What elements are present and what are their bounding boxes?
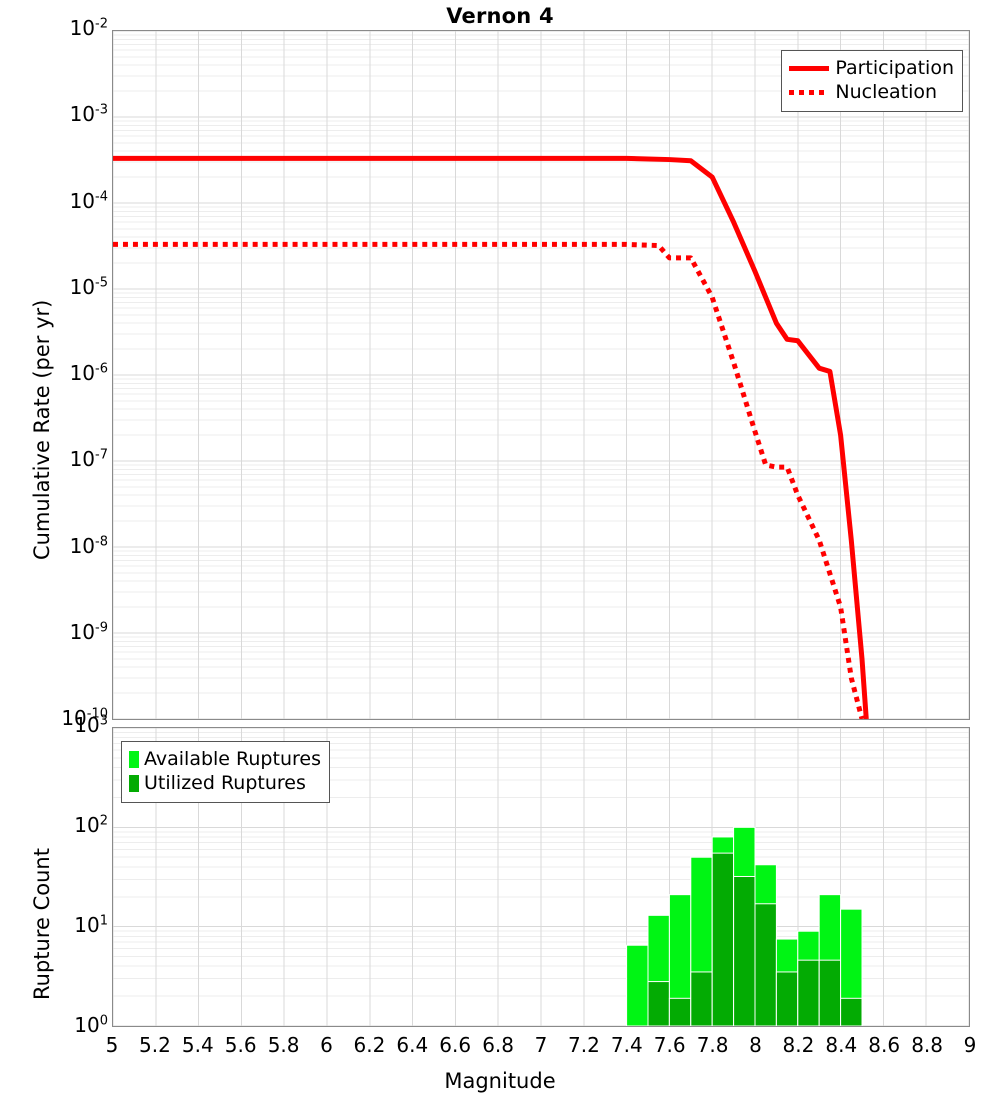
- x-tick-label: 6.2: [353, 1033, 385, 1057]
- top-panel-gridlines: [113, 31, 969, 719]
- figure-root: Vernon 4 Cumulative Rate (per yr) Ruptur…: [0, 0, 1000, 1100]
- y-tick-label: 101: [8, 913, 108, 937]
- x-tick-label: 6: [320, 1033, 333, 1057]
- top-panel-legend: Participation Nucleation: [781, 50, 963, 112]
- x-tick-label: 8.4: [825, 1033, 857, 1057]
- legend-label-nucleation: Nucleation: [835, 80, 937, 104]
- x-tick-label: 6.6: [439, 1033, 471, 1057]
- x-tick-label: 5: [106, 1033, 119, 1057]
- x-tick-label: 7.8: [697, 1033, 729, 1057]
- y-tick-label: 100: [8, 1013, 108, 1037]
- legend-item-utilized-ruptures: Utilized Ruptures: [129, 771, 321, 795]
- figure-title: Vernon 4: [0, 4, 1000, 28]
- available-ruptures-swatch-icon: [129, 751, 139, 768]
- x-tick-label: 9: [964, 1033, 977, 1057]
- bottom-panel-legend: Available Ruptures Utilized Ruptures: [121, 741, 330, 803]
- x-tick-label: 8: [749, 1033, 762, 1057]
- x-tick-label: 5.6: [225, 1033, 257, 1057]
- x-axis-label: Magnitude: [0, 1069, 1000, 1093]
- legend-item-available-ruptures: Available Ruptures: [129, 747, 321, 771]
- rupture-count-plot: Available Ruptures Utilized Ruptures: [112, 727, 970, 1027]
- legend-item-participation: Participation: [789, 56, 954, 80]
- legend-label-available-ruptures: Available Ruptures: [144, 747, 321, 771]
- legend-label-utilized-ruptures: Utilized Ruptures: [144, 771, 306, 795]
- x-tick-label: 7.4: [611, 1033, 643, 1057]
- y-tick-label: 103: [8, 713, 108, 737]
- legend-item-nucleation: Nucleation: [789, 80, 954, 104]
- y-tick-label: 102: [8, 813, 108, 837]
- x-tick-label: 7: [535, 1033, 548, 1057]
- bottom-panel-y-tick-labels: 103 102 101 100: [0, 0, 108, 1100]
- solid-line-swatch-icon: [789, 66, 829, 71]
- x-tick-label: 8.2: [782, 1033, 814, 1057]
- x-tick-label: 8.8: [911, 1033, 943, 1057]
- cumulative-rate-plot: Participation Nucleation: [112, 30, 970, 720]
- x-tick-label: 8.6: [868, 1033, 900, 1057]
- dotted-line-swatch-icon: [789, 90, 829, 95]
- x-tick-label: 5.8: [268, 1033, 300, 1057]
- x-tick-label: 7.6: [654, 1033, 686, 1057]
- x-tick-label: 7.2: [568, 1033, 600, 1057]
- x-tick-label: 6.8: [482, 1033, 514, 1057]
- top-panel-curves: [113, 31, 969, 719]
- x-tick-label: 6.4: [396, 1033, 428, 1057]
- x-tick-label: 5.4: [182, 1033, 214, 1057]
- utilized-ruptures-swatch-icon: [129, 775, 139, 792]
- legend-label-participation: Participation: [835, 56, 954, 80]
- x-tick-label: 5.2: [139, 1033, 171, 1057]
